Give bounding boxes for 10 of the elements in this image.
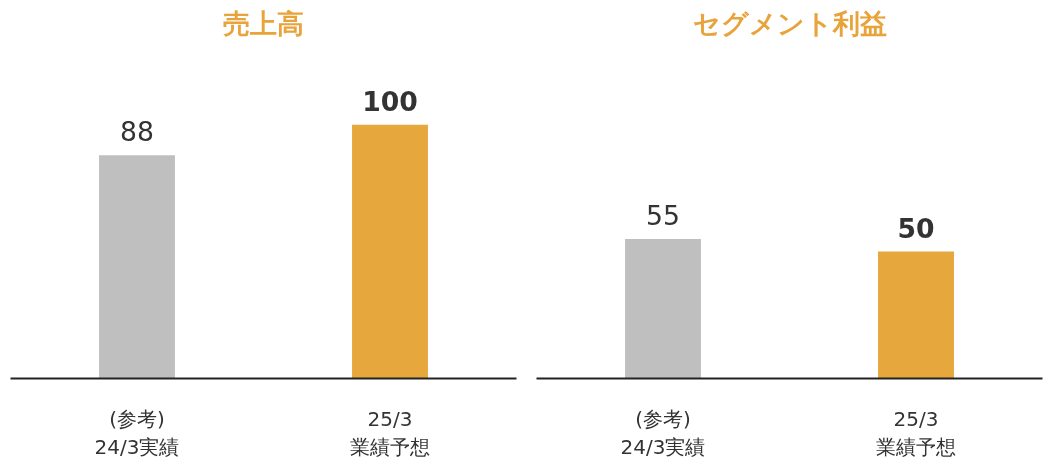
- chart-title: セグメント利益: [692, 7, 887, 39]
- chart-title: 売上高: [223, 7, 304, 39]
- x-tick-label: (参考) 24/3実績: [94, 406, 180, 460]
- data-label: 100: [362, 85, 418, 117]
- data-label: 88: [120, 116, 154, 148]
- x-tick-label: 25/3 業績予想: [876, 406, 956, 460]
- data-label: 55: [646, 199, 680, 231]
- x-tick-label: 25/3 業績予想: [350, 406, 430, 460]
- x-tick-label: (参考) 24/3実績: [620, 406, 706, 460]
- data-label: 50: [897, 212, 935, 244]
